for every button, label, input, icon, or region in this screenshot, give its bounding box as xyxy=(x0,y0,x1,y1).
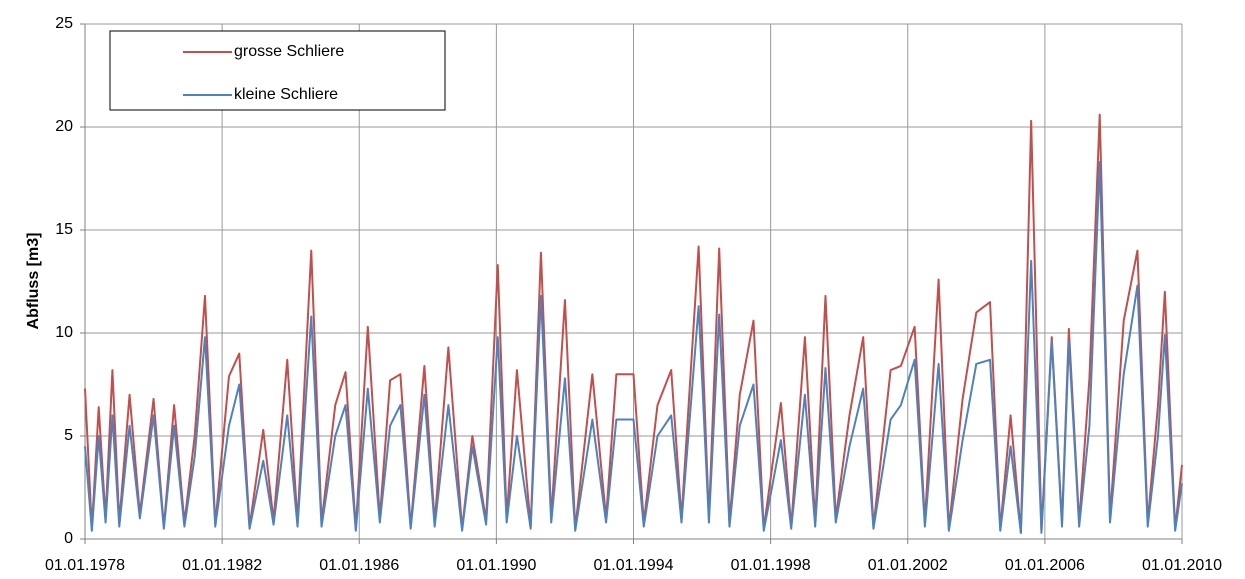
x-tick-label: 01.01.1994 xyxy=(593,557,673,574)
legend-box xyxy=(109,30,446,111)
x-tick-label: 01.01.2010 xyxy=(1142,557,1222,574)
y-tick-label: 15 xyxy=(55,221,73,238)
y-tick-label: 5 xyxy=(64,427,73,444)
x-tick-label: 01.01.1990 xyxy=(456,557,536,574)
legend: grosse Schliere kleine Schliere xyxy=(109,30,446,111)
x-tick-label: 01.01.1982 xyxy=(182,557,262,574)
y-tick-label: 20 xyxy=(55,118,73,135)
legend-label: grosse Schliere xyxy=(234,43,344,60)
x-tick-label: 01.01.1998 xyxy=(731,557,811,574)
x-tick-label: 01.01.2006 xyxy=(1005,557,1085,574)
y-tick-label: 10 xyxy=(55,324,73,341)
legend-label: kleine Schliere xyxy=(234,86,338,103)
x-tick-label: 01.01.1978 xyxy=(45,557,125,574)
x-tick-label: 01.01.1986 xyxy=(319,557,399,574)
series-line xyxy=(84,161,1183,534)
x-tick-label: 01.01.2002 xyxy=(868,557,948,574)
y-tick-label: 25 xyxy=(55,15,73,32)
y-tick-label: 0 xyxy=(64,530,73,547)
y-axis-label: Abfluss [m3] xyxy=(25,233,42,330)
